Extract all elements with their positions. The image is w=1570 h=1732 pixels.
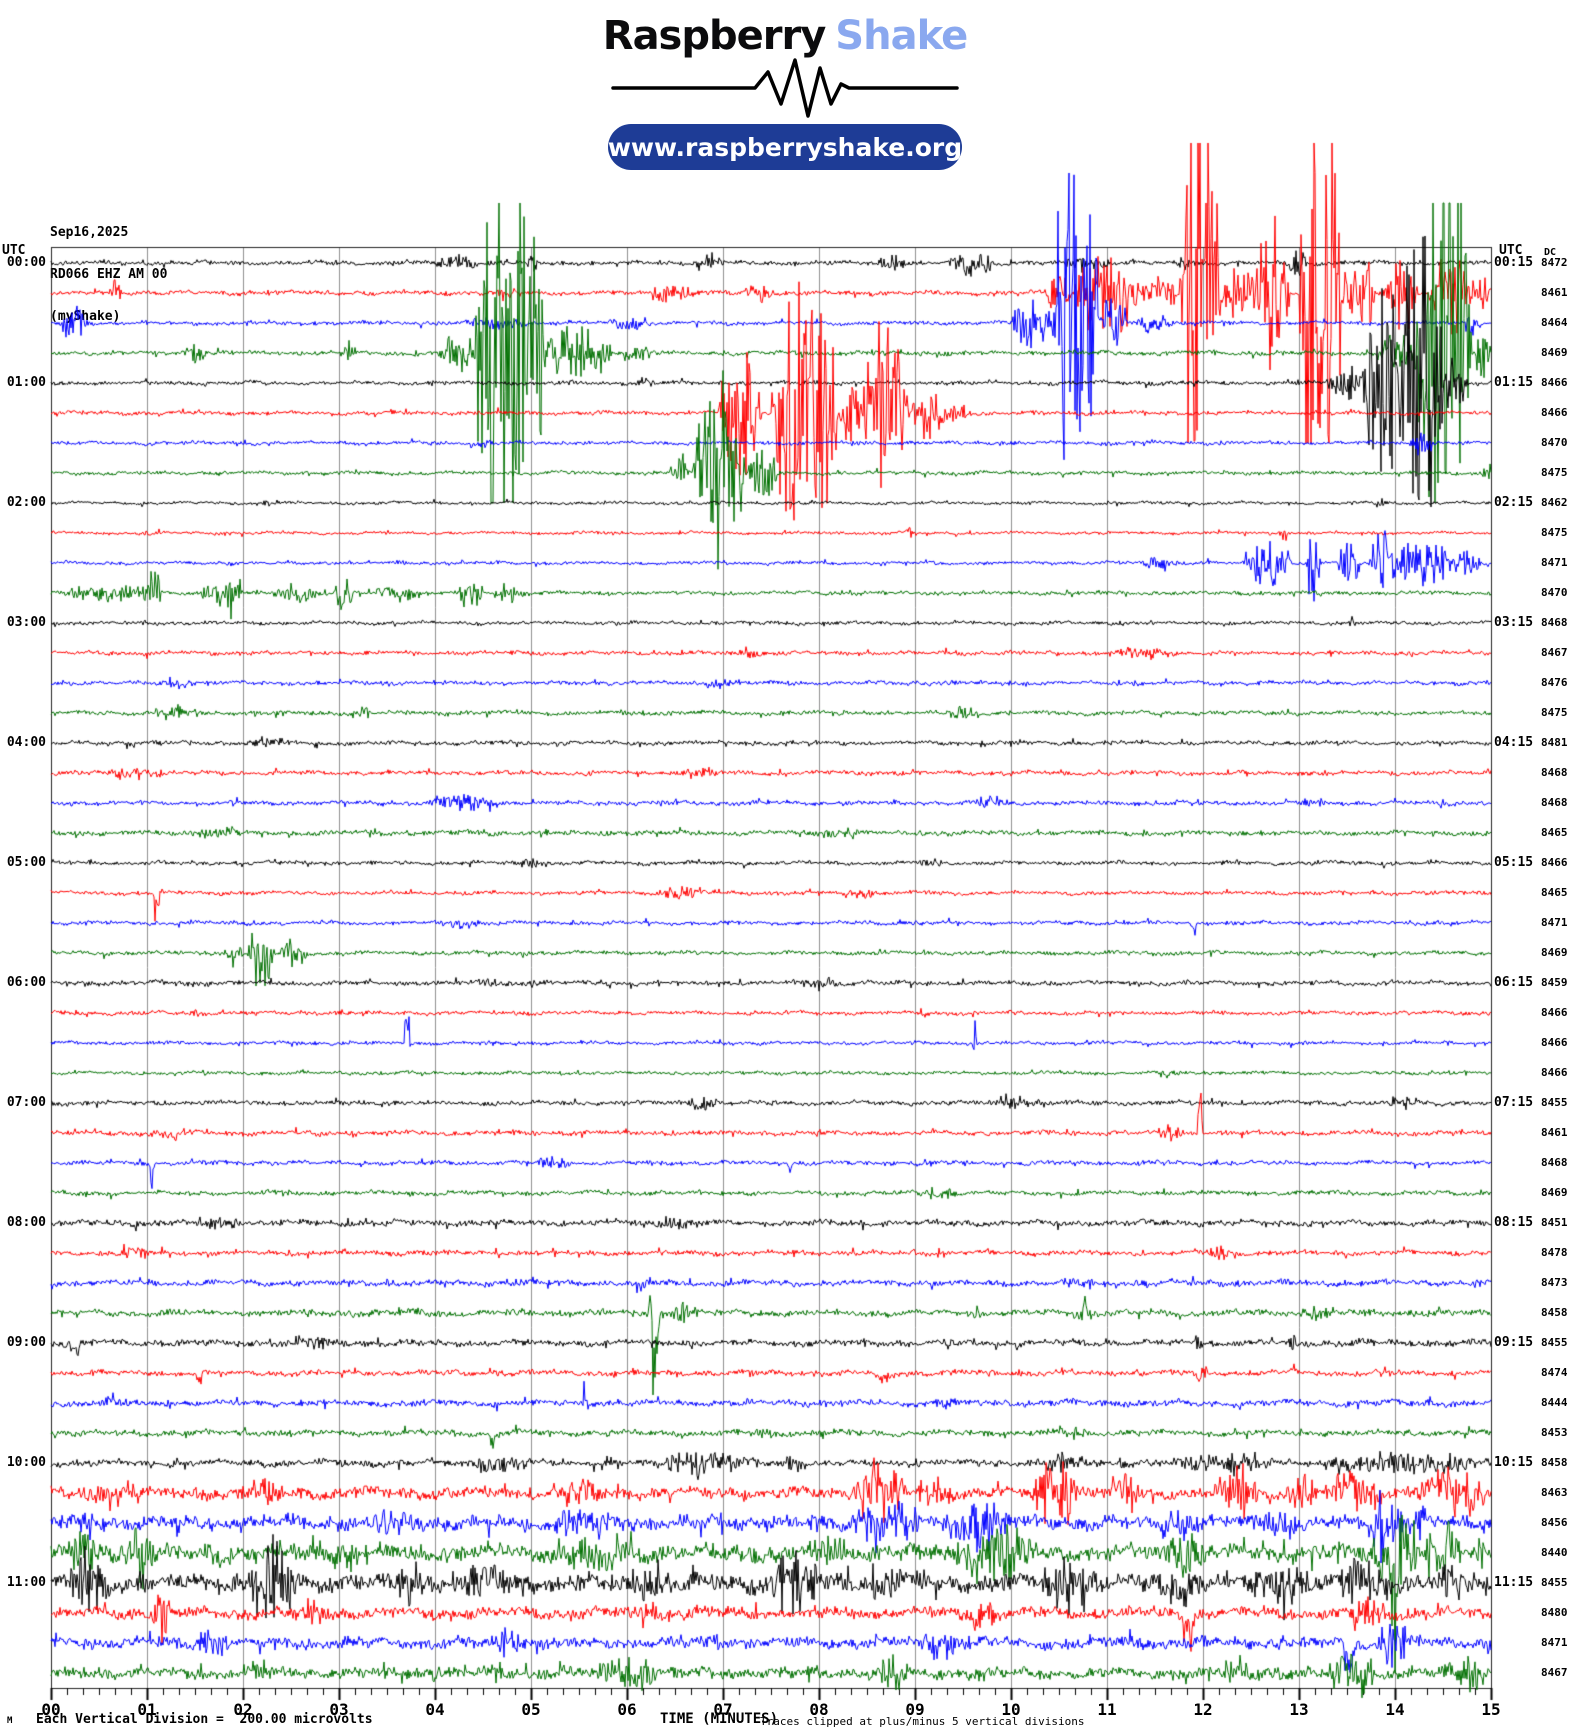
dc-value: 8458 <box>1541 1456 1568 1469</box>
dc-value: 8465 <box>1541 886 1568 899</box>
dc-value: 8466 <box>1541 1066 1568 1079</box>
dc-value: 8476 <box>1541 676 1568 689</box>
dc-value: 8455 <box>1541 1576 1568 1589</box>
dc-value: 8464 <box>1541 316 1568 329</box>
hour-label-right: 04:15 <box>1494 735 1534 750</box>
hour-label-right: 09:15 <box>1494 1335 1534 1350</box>
hour-label-right: 00:15 <box>1494 255 1534 270</box>
hour-label-left: 05:00 <box>6 855 46 870</box>
x-tick-label: 04 <box>425 1700 445 1719</box>
dc-value: 8469 <box>1541 946 1568 959</box>
dc-value: 8481 <box>1541 736 1568 749</box>
dc-value: 8471 <box>1541 1636 1568 1649</box>
hour-label-left: 06:00 <box>6 975 46 990</box>
dc-value: 8468 <box>1541 796 1568 809</box>
dc-column-header: DC <box>1544 247 1557 258</box>
dc-value: 8468 <box>1541 616 1568 629</box>
dc-value: 8453 <box>1541 1426 1568 1439</box>
hour-label-left: 09:00 <box>6 1335 46 1350</box>
x-tick-label: 13 <box>1289 1700 1309 1719</box>
dc-value: 8472 <box>1541 256 1568 269</box>
x-tick-label: 01 <box>137 1700 157 1719</box>
x-tick-label: 12 <box>1193 1700 1213 1719</box>
dc-value: 8466 <box>1541 1036 1568 1049</box>
dc-value: 8468 <box>1541 766 1568 779</box>
dc-value: 8471 <box>1541 916 1568 929</box>
hour-label-left: 07:00 <box>6 1095 46 1110</box>
dc-value: 8455 <box>1541 1336 1568 1349</box>
dc-value: 8470 <box>1541 586 1568 599</box>
dc-value: 8463 <box>1541 1486 1568 1499</box>
dc-value: 8455 <box>1541 1096 1568 1109</box>
dc-value: 8469 <box>1541 346 1568 359</box>
dc-value: 8466 <box>1541 1006 1568 1019</box>
dc-value: 8478 <box>1541 1246 1568 1259</box>
x-tick-label: 15 <box>1481 1700 1501 1719</box>
dc-value: 8475 <box>1541 526 1568 539</box>
dc-value: 8470 <box>1541 436 1568 449</box>
dc-value: 8480 <box>1541 1606 1568 1619</box>
x-axis-title: TIME (MINUTES) <box>660 1711 779 1727</box>
hour-label-left: 10:00 <box>6 1455 46 1470</box>
dc-value: 8444 <box>1541 1396 1568 1409</box>
utc-label-right: UTC <box>1499 243 1523 258</box>
x-tick-label: 08 <box>809 1700 829 1719</box>
x-tick-label: 14 <box>1385 1700 1405 1719</box>
dc-value: 8466 <box>1541 856 1568 869</box>
dc-value: 8461 <box>1541 286 1568 299</box>
dc-value: 8475 <box>1541 706 1568 719</box>
dc-value: 8467 <box>1541 646 1568 659</box>
dc-value: 8465 <box>1541 826 1568 839</box>
dc-value: 8451 <box>1541 1216 1568 1229</box>
hour-label-right: 06:15 <box>1494 975 1534 990</box>
hour-label-left: 11:00 <box>6 1575 46 1590</box>
dc-value: 8473 <box>1541 1276 1568 1289</box>
scale-note: Each Vertical Division = 200.00 microvol… <box>36 1712 373 1727</box>
x-tick-label: 07 <box>713 1700 733 1719</box>
hour-label-right: 10:15 <box>1494 1455 1534 1470</box>
dc-value: 8469 <box>1541 1186 1568 1199</box>
x-tick-label: 06 <box>617 1700 637 1719</box>
dc-value: 8467 <box>1541 1666 1568 1679</box>
hour-label-right: 08:15 <box>1494 1215 1534 1230</box>
dc-value: 8440 <box>1541 1546 1568 1559</box>
hour-label-right: 05:15 <box>1494 855 1534 870</box>
dc-value: 8466 <box>1541 406 1568 419</box>
hour-label-right: 02:15 <box>1494 495 1534 510</box>
hour-label-left: 02:00 <box>6 495 46 510</box>
x-tick-label: 03 <box>329 1700 349 1719</box>
x-tick-label: 00 <box>41 1700 61 1719</box>
dc-value: 8468 <box>1541 1156 1568 1169</box>
dc-value: 8458 <box>1541 1306 1568 1319</box>
dc-value: 8466 <box>1541 376 1568 389</box>
x-tick-label: 05 <box>521 1700 541 1719</box>
x-tick-label: 11 <box>1097 1700 1117 1719</box>
hour-label-left: 00:00 <box>6 255 46 270</box>
utc-label-left: UTC <box>2 243 26 258</box>
dc-value: 8474 <box>1541 1366 1568 1379</box>
hour-label-right: 11:15 <box>1494 1575 1534 1590</box>
corner-glyph: M <box>7 1716 13 1726</box>
hour-label-left: 08:00 <box>6 1215 46 1230</box>
x-tick-label: 02 <box>233 1700 253 1719</box>
hour-label-right: 01:15 <box>1494 375 1534 390</box>
hour-label-left: 01:00 <box>6 375 46 390</box>
dc-value: 8462 <box>1541 496 1568 509</box>
dc-value: 8459 <box>1541 976 1568 989</box>
x-tick-label: 09 <box>905 1700 925 1719</box>
hour-label-left: 04:00 <box>6 735 46 750</box>
dc-value: 8471 <box>1541 556 1568 569</box>
dc-value: 8461 <box>1541 1126 1568 1139</box>
hour-label-left: 03:00 <box>6 615 46 630</box>
dc-value: 8475 <box>1541 466 1568 479</box>
clip-note: Traces clipped at plus/minus 5 vertical … <box>760 1715 1085 1728</box>
hour-label-right: 07:15 <box>1494 1095 1534 1110</box>
x-tick-label: 10 <box>1001 1700 1021 1719</box>
dc-value: 8456 <box>1541 1516 1568 1529</box>
hour-label-right: 03:15 <box>1494 615 1534 630</box>
